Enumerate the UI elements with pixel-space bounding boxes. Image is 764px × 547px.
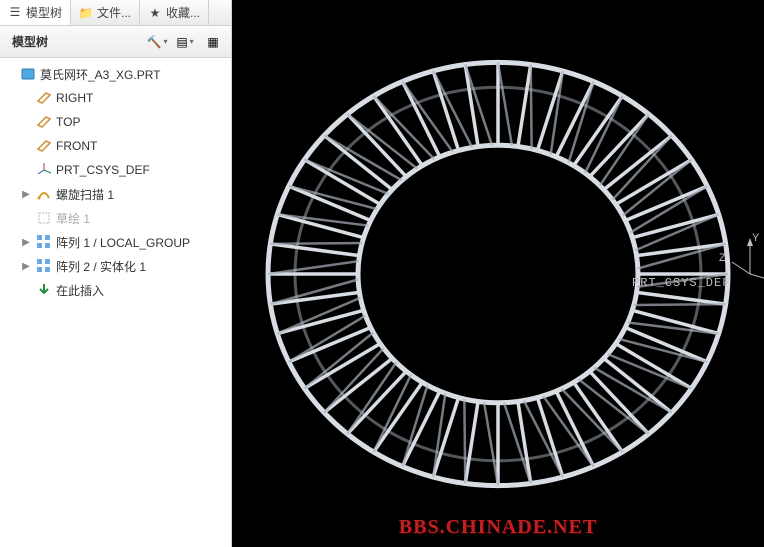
tree-label: RIGHT <box>56 91 93 105</box>
viewport-3d[interactable]: Y Z X PRT_CSYS_DEF BBS.CHINADE.NET <box>232 0 764 547</box>
tree-item-2[interactable]: ▶FRONT <box>0 134 231 158</box>
tab-2[interactable]: ★ 收藏... <box>140 0 209 25</box>
tab-1[interactable]: 📁 文件... <box>71 0 140 25</box>
insert-icon <box>36 282 52 298</box>
axis-y-label: Y <box>752 232 759 244</box>
tree-icon: ☰ <box>8 5 22 19</box>
tree-item-6[interactable]: ▶ 阵列 1 / LOCAL_GROUP <box>0 230 231 254</box>
sidebar-toolbar: 模型树 🔨▾ ▤▾ ▦ <box>0 26 231 58</box>
layers-icon: ▦ <box>207 35 218 49</box>
tree-label: 螺旋扫描 1 <box>56 186 114 203</box>
tree-label: 阵列 1 / LOCAL_GROUP <box>56 234 190 251</box>
tree-label: 阵列 2 / 实体化 1 <box>56 258 146 275</box>
datum-plane-icon <box>36 138 52 154</box>
expander-icon[interactable]: ▶ <box>20 189 32 200</box>
tab-label: 收藏... <box>166 4 200 21</box>
tool-settings-button[interactable]: ▤▾ <box>173 31 197 53</box>
sweep-icon <box>36 186 52 202</box>
expander-icon[interactable]: ▶ <box>20 261 32 272</box>
tool-hammer-button[interactable]: 🔨▾ <box>145 31 169 53</box>
tree-item-5[interactable]: ▶草绘 1 <box>0 206 231 230</box>
pattern-icon <box>36 258 52 274</box>
tree-item-8[interactable]: ▶在此插入 <box>0 278 231 302</box>
tab-bar: ☰ 模型树 📁 文件... ★ 收藏... <box>0 0 231 26</box>
model-geometry <box>258 34 738 514</box>
tree-label: 在此插入 <box>56 282 104 299</box>
csys-label: PRT_CSYS_DEF <box>632 276 730 290</box>
tree-label: TOP <box>56 115 80 129</box>
list-icon: ▤ <box>176 35 187 49</box>
csys-icon <box>36 162 52 178</box>
tree-label: 草绘 1 <box>56 210 90 227</box>
tree-item-0[interactable]: ▶RIGHT <box>0 86 231 110</box>
datum-plane-icon <box>36 114 52 130</box>
app-root: ☰模型树📁文件...★收藏... 模型树 🔨▾ ▤▾ ▦ ▶莫氏网环_A3_XG… <box>0 0 764 547</box>
tab-label: 模型树 <box>26 4 62 21</box>
tree-item-4[interactable]: ▶ 螺旋扫描 1 <box>0 182 231 206</box>
tree-item-1[interactable]: ▶TOP <box>0 110 231 134</box>
pattern-icon <box>36 234 52 250</box>
tree-item-3[interactable]: ▶PRT_CSYS_DEF <box>0 158 231 182</box>
tab-0[interactable]: ☰ 模型树 <box>0 0 71 25</box>
star-icon: ★ <box>148 6 162 20</box>
watermark-text: BBS.CHINADE.NET <box>399 516 597 539</box>
folder-icon: 📁 <box>79 6 93 20</box>
csys-axes-icon <box>726 238 764 288</box>
tree-item-7[interactable]: ▶ 阵列 2 / 实体化 1 <box>0 254 231 278</box>
tree-label: 莫氏网环_A3_XG.PRT <box>40 66 160 83</box>
sidebar-title: 模型树 <box>6 33 48 50</box>
model-tree: ▶莫氏网环_A3_XG.PRT▶RIGHT▶TOP▶FRONT▶PRT_CSYS… <box>0 58 231 547</box>
tab-label: 文件... <box>97 4 131 21</box>
expander-icon[interactable]: ▶ <box>20 237 32 248</box>
datum-plane-icon <box>36 90 52 106</box>
tree-label: PRT_CSYS_DEF <box>56 163 150 177</box>
hammer-icon: 🔨 <box>147 35 162 49</box>
tree-label: FRONT <box>56 139 97 153</box>
axis-z-label: Z <box>719 252 726 264</box>
sketch-icon <box>36 210 52 226</box>
part-icon <box>20 66 36 82</box>
sidebar: ☰模型树📁文件...★收藏... 模型树 🔨▾ ▤▾ ▦ ▶莫氏网环_A3_XG… <box>0 0 232 547</box>
tool-display-button[interactable]: ▦ <box>201 31 225 53</box>
tree-root[interactable]: ▶莫氏网环_A3_XG.PRT <box>0 62 231 86</box>
